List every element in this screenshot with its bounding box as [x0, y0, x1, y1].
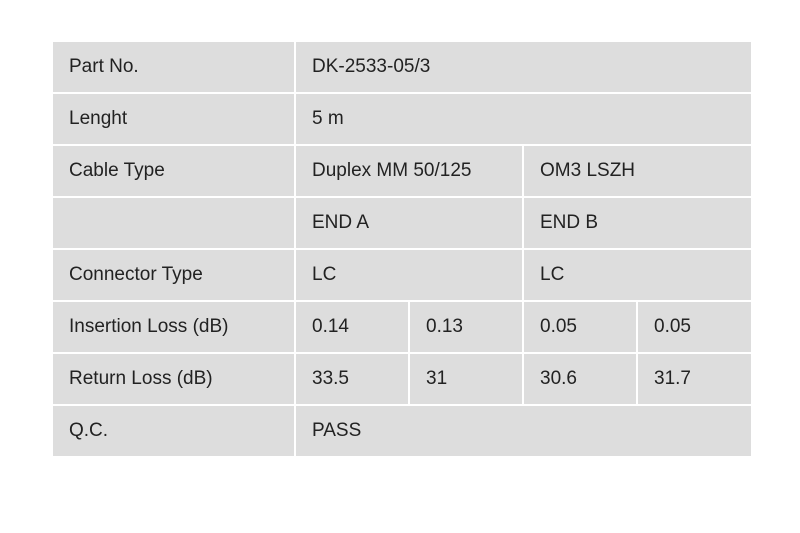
value-cell: 0.13	[408, 300, 524, 354]
row: Connector Type LC LC	[51, 248, 754, 302]
value-cell: LC	[521, 248, 754, 302]
value-cell: OM3 LSZH	[521, 144, 754, 198]
row: Q.C. PASS	[51, 404, 754, 458]
value-cell: 5 m	[293, 92, 754, 146]
row: Cable Type Duplex MM 50/125 OM3 LSZH	[51, 144, 754, 198]
label-cell: Insertion Loss (dB)	[51, 300, 296, 354]
value-cell: 31.7	[635, 352, 754, 406]
value-cell: 0.05	[522, 300, 638, 354]
label-cell: Cable Type	[51, 144, 296, 198]
row: Insertion Loss (dB) 0.14 0.13 0.05 0.05	[51, 300, 754, 354]
header-cell: END A	[294, 196, 524, 250]
spec-table: Part No. DK-2533-05/3 Lenght 5 m Cable T…	[51, 40, 754, 458]
header-cell: END B	[521, 196, 754, 250]
row: Return Loss (dB) 33.5 31 30.6 31.7	[51, 352, 754, 406]
label-cell: Connector Type	[51, 248, 296, 302]
value-cell: LC	[294, 248, 524, 302]
value-cell: Duplex MM 50/125	[294, 144, 524, 198]
label-cell: Lenght	[51, 92, 296, 146]
value-cell: 0.14	[294, 300, 410, 354]
value-cell: 31	[408, 352, 524, 406]
value-cell: 33.5	[294, 352, 410, 406]
value-cell: PASS	[293, 404, 754, 458]
row: Lenght 5 m	[51, 92, 754, 146]
value-cell: 30.6	[522, 352, 638, 406]
empty-cell	[51, 196, 296, 250]
row: END A END B	[51, 196, 754, 250]
label-cell: Return Loss (dB)	[51, 352, 296, 406]
label-cell: Q.C.	[51, 404, 296, 458]
value-cell: DK-2533-05/3	[293, 40, 754, 94]
value-cell: 0.05	[635, 300, 754, 354]
label-cell: Part No.	[51, 40, 296, 94]
row: Part No. DK-2533-05/3	[51, 40, 754, 94]
